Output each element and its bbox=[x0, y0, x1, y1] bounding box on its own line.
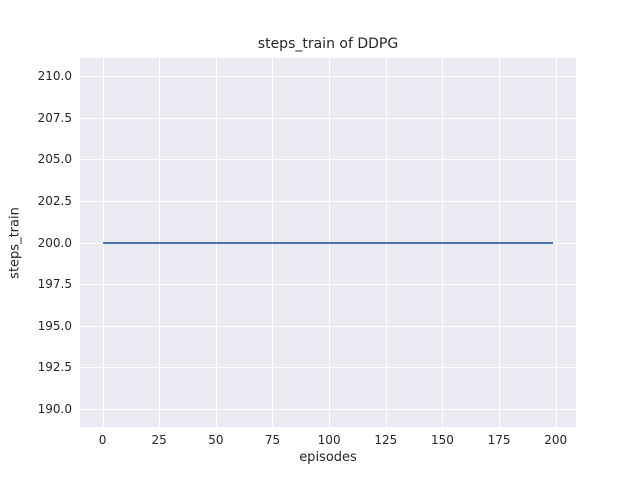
y-tick-label: 207.5 bbox=[37, 110, 72, 125]
y-tick-label: 210.0 bbox=[37, 69, 72, 84]
y-tick-label: 190.0 bbox=[37, 401, 72, 416]
x-tick-label: 200 bbox=[544, 433, 568, 447]
x-tick-label: 0 bbox=[98, 433, 107, 447]
gridline-y bbox=[80, 408, 576, 410]
gridline-y bbox=[80, 367, 576, 369]
gridline-y bbox=[80, 76, 576, 78]
gridline-y bbox=[80, 325, 576, 327]
gridline-y bbox=[80, 200, 576, 202]
x-tick-label: 75 bbox=[264, 433, 281, 447]
y-tick-label: 200.0 bbox=[37, 235, 72, 250]
chart-title: steps_train of DDPG bbox=[257, 36, 399, 52]
gridline-y bbox=[80, 117, 576, 119]
x-tick-label: 25 bbox=[151, 433, 167, 447]
x-tick-label: 100 bbox=[317, 433, 341, 447]
x-axis-label: episodes bbox=[299, 450, 357, 465]
x-tick-label: 50 bbox=[208, 433, 224, 447]
x-tick-label: 125 bbox=[374, 433, 398, 447]
y-tick-label: 195.0 bbox=[37, 318, 72, 333]
y-tick-label: 197.5 bbox=[37, 277, 72, 292]
gridline-y bbox=[80, 159, 576, 161]
x-tick-label: 175 bbox=[487, 433, 511, 447]
plot-area bbox=[80, 58, 576, 427]
y-tick-label: 192.5 bbox=[37, 360, 72, 375]
y-tick-label: 202.5 bbox=[37, 193, 72, 208]
gridline-y bbox=[80, 284, 576, 286]
series-line-steps_train bbox=[102, 241, 554, 244]
y-tick-label: 205.0 bbox=[37, 152, 72, 167]
x-tick-label: 150 bbox=[430, 433, 454, 447]
